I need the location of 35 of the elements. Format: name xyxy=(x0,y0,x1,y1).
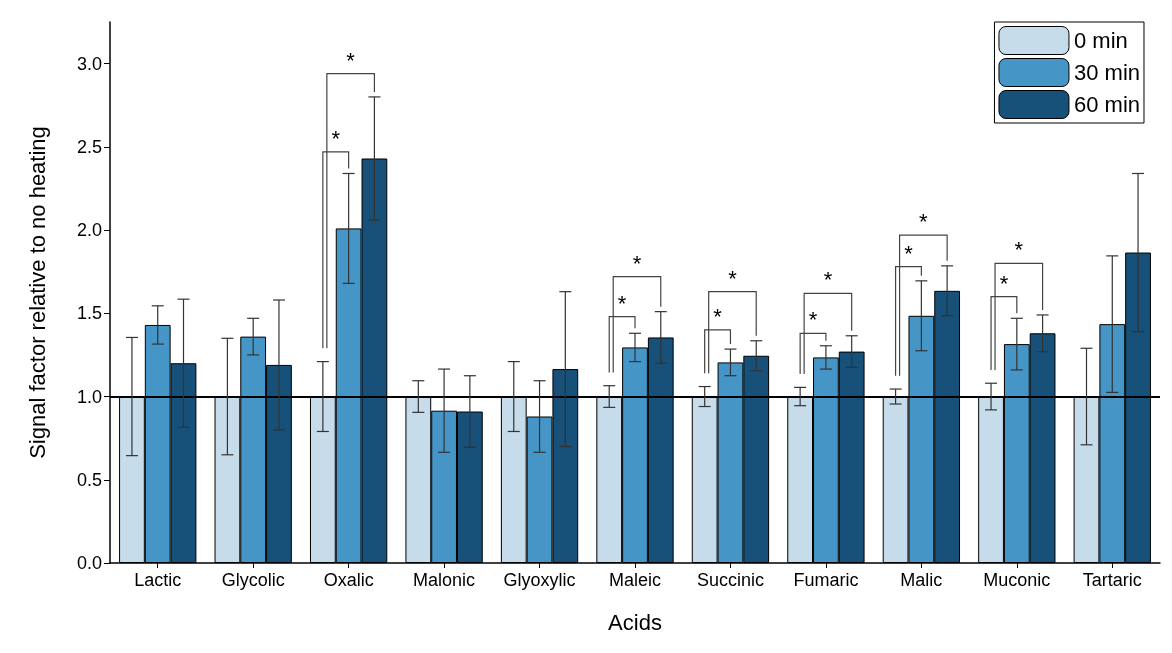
y-tick-label: 2.0 xyxy=(76,220,102,241)
x-tick-label: Muconic xyxy=(983,570,1051,590)
annotation: * xyxy=(331,125,341,151)
x-tick-label: Lactic xyxy=(134,570,182,590)
x-axis-title: Acids xyxy=(608,609,662,635)
legend-label: 30 min xyxy=(1073,60,1141,85)
annotation: * xyxy=(919,209,929,235)
y-tick-label: 1.5 xyxy=(76,303,102,324)
y-tick-label: 1.0 xyxy=(76,386,102,407)
x-tick-label: Malonic xyxy=(413,570,476,590)
y-tick-label: 2.5 xyxy=(76,136,102,157)
x-tick-label: Maleic xyxy=(608,570,662,590)
y-axis-title: Signal factor relative to no heating xyxy=(24,126,50,459)
x-tick-label: Glycolic xyxy=(221,570,285,590)
x-tick-label: Malic xyxy=(900,570,943,590)
y-tick-label: 3.0 xyxy=(76,53,102,74)
x-tick-label: Tartaric xyxy=(1082,570,1142,590)
annotation: * xyxy=(346,47,356,73)
legend-label: 60 min xyxy=(1073,92,1141,117)
annotation: * xyxy=(808,307,818,333)
annotation: * xyxy=(999,270,1009,296)
legend-label: 0 min xyxy=(1073,28,1128,53)
annotation: * xyxy=(823,267,833,293)
x-tick-label: Oxalic xyxy=(323,570,374,590)
x-tick-label: Fumaric xyxy=(793,570,859,590)
annotation: * xyxy=(1014,237,1024,263)
y-tick-label: 0.5 xyxy=(76,469,102,490)
annotation: * xyxy=(728,265,738,291)
x-tick-label: Succinic xyxy=(696,570,764,590)
x-tick-label: Glyoxylic xyxy=(503,570,576,590)
y-tick-label: 0.0 xyxy=(76,553,102,573)
annotation: * xyxy=(632,250,642,276)
annotation: * xyxy=(713,303,723,329)
annotation: * xyxy=(617,290,627,316)
annotation: * xyxy=(904,240,914,266)
